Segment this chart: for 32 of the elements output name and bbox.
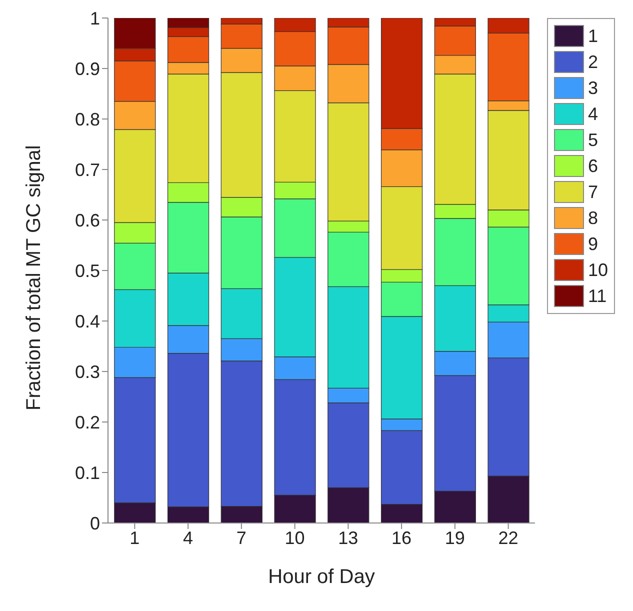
legend-label: 2 [588,51,598,74]
legend-label: 3 [588,77,598,100]
y-tick-label: 0.9 [74,58,100,79]
legend-label: 10 [588,259,608,282]
y-tick-label: 0.1 [74,462,100,483]
y-axis-title: Fraction of total MT GC signal [23,145,46,410]
y-tick-label: 0.3 [74,362,100,382]
legend-label: 9 [588,233,598,256]
x-tick-label: 7 [236,528,246,548]
y-tick-label: 0.5 [74,260,100,281]
y-tick-label: 0 [90,513,100,534]
legend-label: 8 [588,207,598,230]
x-tick-label: 4 [183,528,194,548]
y-tick-label: 0.7 [74,160,100,180]
x-tick-label: 10 [284,528,305,548]
x-tick-label: 13 [338,528,358,548]
legend-label: 5 [588,129,598,152]
legend-label: 6 [588,155,598,178]
y-tick-label: 0.2 [74,412,100,432]
x-tick-label: 19 [444,528,465,548]
y-tick-label: 0.8 [74,109,100,130]
x-axis-title: Hour of Day [268,566,375,588]
legend-label: 7 [588,181,598,204]
legend-label: 11 [588,285,607,308]
y-tick-label: 1 [90,8,100,28]
y-tick-label: 0.6 [74,210,100,230]
x-tick-label: 22 [498,528,518,548]
y-tick-label: 0.4 [74,311,100,332]
x-tick-label: 1 [130,528,140,548]
legend-label: 1 [588,25,598,48]
x-tick-label: 16 [392,528,412,548]
legend-label: 4 [588,103,598,126]
